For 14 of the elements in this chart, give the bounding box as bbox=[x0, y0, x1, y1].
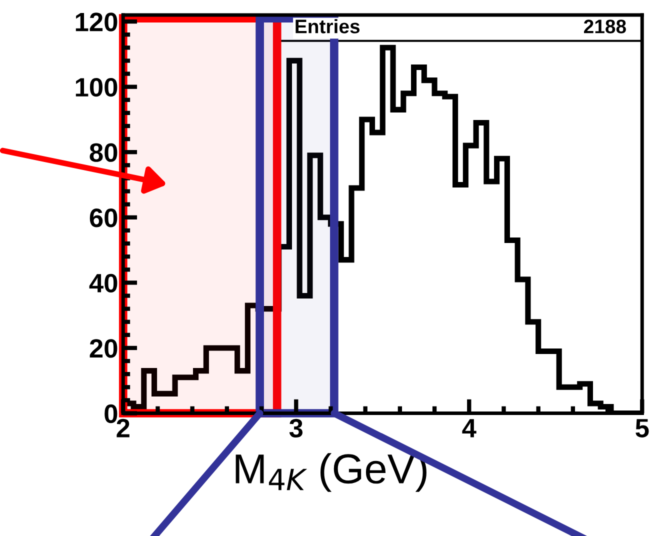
y-tick-label: 120 bbox=[76, 12, 118, 32]
y-tick-label: 0 bbox=[104, 404, 118, 424]
y-tick-label: 80 bbox=[90, 143, 118, 162]
x-axis-title: M$_{4K}$ (GeV) bbox=[236, 453, 426, 492]
annotation: Entries bbox=[296, 19, 360, 34]
x-tick-label: 5 bbox=[636, 419, 649, 438]
annotation: 2188 bbox=[584, 20, 626, 34]
y-tick-label: 40 bbox=[89, 274, 118, 293]
x-tick-label: 3 bbox=[289, 418, 303, 438]
x-tick-label: 2 bbox=[116, 418, 130, 438]
y-tick-label: 100 bbox=[76, 78, 118, 97]
y-tick-label: 60 bbox=[90, 208, 118, 228]
y-tick-label: 20 bbox=[90, 339, 118, 358]
x-tick-label: 4 bbox=[462, 419, 476, 438]
